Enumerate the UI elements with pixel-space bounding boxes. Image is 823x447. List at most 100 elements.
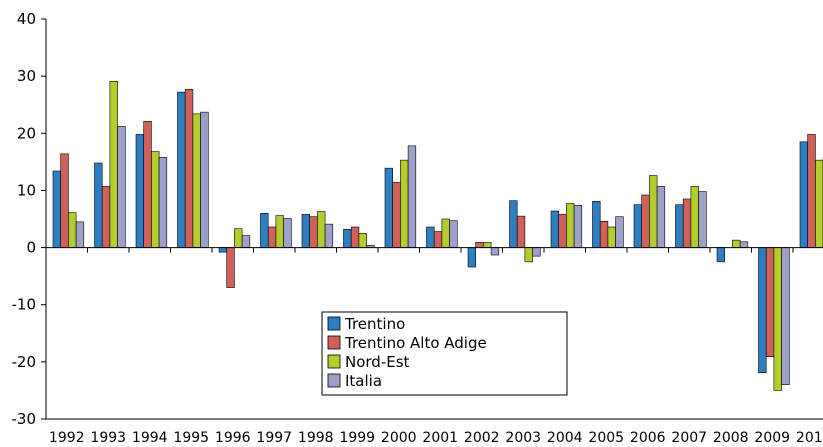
bar <box>52 170 61 248</box>
bar <box>400 159 409 248</box>
y-tick-label: -30 <box>12 410 37 428</box>
category-labels: 1992 1993 1994 1995 1996 1997 1998 1999 2000 2001… <box>49 430 823 446</box>
category-label: 1998 <box>298 430 334 446</box>
bar <box>234 228 243 248</box>
y-tick-label: -10 <box>12 296 37 314</box>
bar <box>267 226 277 248</box>
y-tick-label: -20 <box>12 353 37 371</box>
bar <box>573 204 583 248</box>
bar <box>607 226 616 248</box>
bar <box>698 191 707 248</box>
bar <box>732 239 741 248</box>
category-label: 1992 <box>49 430 85 446</box>
bar <box>392 182 401 248</box>
category-label: 2002 <box>464 430 500 446</box>
bar <box>283 218 292 248</box>
bar <box>449 220 458 248</box>
category-label: 1997 <box>256 430 292 446</box>
legend-swatch <box>327 335 341 350</box>
bar <box>200 111 209 248</box>
x-axis <box>45 247 823 420</box>
category-label: 2007 <box>671 430 707 446</box>
y-tick-label: 30 <box>17 67 36 85</box>
bar <box>241 235 251 248</box>
bar <box>218 247 227 253</box>
category-label: 2005 <box>588 430 624 446</box>
bar <box>765 247 775 358</box>
category-label: 1995 <box>173 430 209 446</box>
bar <box>384 167 393 248</box>
bar <box>358 232 367 248</box>
bar <box>226 247 235 288</box>
bar <box>433 231 443 248</box>
y-axis: -30 -20 -10 0 10 20 30 40 <box>12 10 47 428</box>
bar <box>184 88 194 248</box>
bar <box>524 247 533 263</box>
bar <box>781 247 790 386</box>
legend-swatch <box>327 316 341 331</box>
bar <box>509 200 518 248</box>
bar <box>75 221 85 248</box>
bar <box>532 247 541 257</box>
bar <box>68 212 77 248</box>
bar <box>682 198 692 248</box>
bars <box>52 80 823 391</box>
bar <box>151 151 160 248</box>
bar <box>109 80 118 248</box>
bar <box>807 134 816 248</box>
bar <box>441 218 450 248</box>
legend-box <box>321 311 568 396</box>
bar <box>641 194 650 248</box>
category-label: 2003 <box>505 430 541 446</box>
y-tick-label: 0 <box>26 239 36 257</box>
category-label: 2004 <box>547 430 583 446</box>
legend-swatch <box>327 373 341 388</box>
bar <box>117 126 126 248</box>
bar <box>649 175 658 248</box>
bar <box>483 242 492 248</box>
bar <box>309 216 318 248</box>
y-tick-label: 40 <box>17 10 36 28</box>
y-tick-label: 10 <box>17 181 36 199</box>
bar <box>426 226 435 248</box>
bar <box>516 215 526 248</box>
bar <box>407 145 417 248</box>
bar <box>177 91 186 248</box>
bar <box>260 212 269 248</box>
bar <box>550 210 559 248</box>
category-label: 2008 <box>713 430 749 446</box>
bar <box>566 203 575 248</box>
bar <box>143 120 152 248</box>
bar <box>275 215 284 248</box>
bar <box>758 247 767 374</box>
bar <box>815 159 823 248</box>
category-label: 2000 <box>381 430 417 446</box>
bar <box>799 141 808 248</box>
category-label: 2006 <box>630 430 666 446</box>
bar <box>101 186 111 248</box>
legend-label: Trentino <box>344 315 405 333</box>
category-label: 2009 <box>754 430 790 446</box>
bar <box>343 228 352 248</box>
bar <box>633 204 642 248</box>
bar <box>324 223 334 248</box>
bar <box>350 226 360 248</box>
bar <box>716 247 725 263</box>
category-label: 1994 <box>132 430 168 446</box>
legend-label: Trentino Alto Adige <box>344 334 487 352</box>
category-label: 2001 <box>422 430 458 446</box>
category-label: 1999 <box>339 430 375 446</box>
y-tick-label: 20 <box>17 124 36 142</box>
bar <box>592 200 601 248</box>
bar <box>675 204 684 248</box>
bar <box>773 247 782 391</box>
bar <box>615 216 624 248</box>
bar <box>94 162 103 248</box>
bar <box>558 214 567 248</box>
bar <box>158 156 168 248</box>
bar <box>475 242 484 248</box>
bar <box>490 247 500 256</box>
category-label: 1996 <box>215 430 251 446</box>
